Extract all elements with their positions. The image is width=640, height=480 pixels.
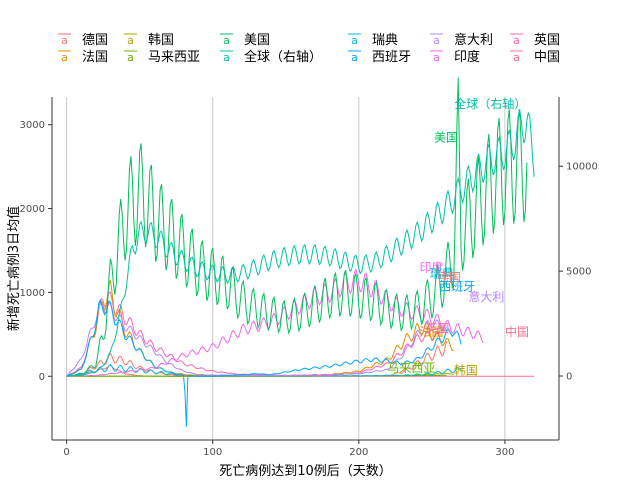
y-tick-label-2: 2000: [20, 204, 45, 215]
series-label-8: 法国: [420, 325, 444, 339]
legend-item-0: a 德国: [58, 33, 108, 48]
legend-item-8: a 意大利: [430, 32, 493, 48]
x-tick-label-0: 0: [63, 447, 69, 458]
legend-item-9: a 印度: [430, 49, 480, 65]
legend-label-8: 意大利: [454, 32, 493, 48]
series-lines: [66, 77, 535, 427]
y-tick-label-1: 1000: [20, 288, 45, 299]
series-label-1: 美国: [434, 130, 458, 144]
y2-tick-label-1: 5000: [566, 267, 591, 278]
legend: a 德国 a 法国 a 韩国 a 马来西亚 a 美国 a 全球（右轴） a 瑞典 a 西班牙 a 意大利 a 印度 a 英…: [58, 32, 560, 65]
y2-tick-label-2: 10000: [566, 162, 598, 173]
legend-label-11: 中国: [534, 50, 560, 65]
series-label-2: 印度: [420, 259, 444, 274]
series-line-英国: [66, 291, 440, 377]
legend-label-10: 英国: [534, 33, 560, 48]
legend-item-2: a 韩国: [124, 33, 174, 48]
series-line-意大利: [66, 301, 447, 377]
axes: 0 1000 2000 3000 0 5000 10000 0 100 200 300: [20, 97, 598, 458]
legend-item-3: a 马来西亚: [124, 50, 200, 65]
legend-label-5: 全球（右轴）: [244, 49, 322, 65]
series-label-6: 意大利: [468, 289, 504, 304]
legend-key-glyph-3: a: [127, 51, 134, 64]
legend-item-5: a 全球（右轴）: [220, 49, 322, 65]
legend-label-9: 印度: [454, 49, 480, 65]
y-axis-title: 新增死亡病例3日均值: [6, 206, 22, 331]
legend-key-glyph-9: a: [433, 51, 440, 64]
legend-label-7: 西班牙: [372, 50, 411, 65]
legend-key-glyph-5: a: [223, 51, 230, 64]
x-tick-label-1: 100: [203, 447, 222, 458]
grid: [66, 97, 506, 440]
series-label-5: 西班牙: [439, 280, 475, 294]
series-label-4: 德国: [437, 269, 461, 284]
legend-item-11: a 中国: [510, 50, 560, 65]
legend-label-0: 德国: [82, 33, 108, 48]
series-label-11: 韩国: [454, 363, 478, 378]
legend-key-glyph-6: a: [351, 34, 358, 47]
legend-key-glyph-4: a: [223, 34, 230, 47]
y-tick-label-3: 3000: [20, 120, 45, 131]
legend-label-1: 法国: [82, 50, 108, 65]
series-label-9: 中国: [505, 324, 529, 339]
series-label-0: 全球（右轴）: [454, 96, 526, 111]
y2-tick-label-0: 0: [566, 372, 572, 383]
legend-label-4: 美国: [244, 33, 270, 48]
series-label-3: 瑞典: [430, 266, 454, 280]
legend-item-1: a 法国: [58, 50, 108, 65]
legend-label-3: 马来西亚: [148, 50, 200, 65]
legend-label-2: 韩国: [148, 33, 174, 48]
series-label-10: 马来西亚: [387, 361, 435, 375]
legend-item-6: a 瑞典: [348, 33, 398, 48]
series-line-美国: [66, 77, 528, 377]
legend-key-glyph-7: a: [351, 51, 358, 64]
legend-key-glyph-2: a: [127, 34, 134, 47]
legend-key-glyph-8: a: [433, 34, 440, 47]
series-line-全球（右轴）: [66, 109, 535, 377]
legend-key-glyph-11: a: [513, 51, 520, 64]
series-line-西班牙: [66, 299, 462, 427]
series-label-7: 英国: [425, 322, 449, 336]
x-axis-title: 死亡病例达到10例后（天数）: [219, 464, 392, 479]
legend-label-6: 瑞典: [372, 33, 398, 48]
legend-key-glyph-10: a: [513, 34, 520, 47]
legend-item-7: a 西班牙: [348, 50, 411, 65]
legend-item-4: a 美国: [220, 33, 270, 48]
legend-key-glyph-0: a: [61, 34, 68, 47]
legend-key-glyph-1: a: [61, 51, 68, 64]
x-tick-label-2: 200: [349, 447, 368, 458]
legend-item-10: a 英国: [510, 33, 560, 48]
y-tick-label-0: 0: [39, 372, 45, 383]
x-tick-label-3: 300: [495, 447, 514, 458]
